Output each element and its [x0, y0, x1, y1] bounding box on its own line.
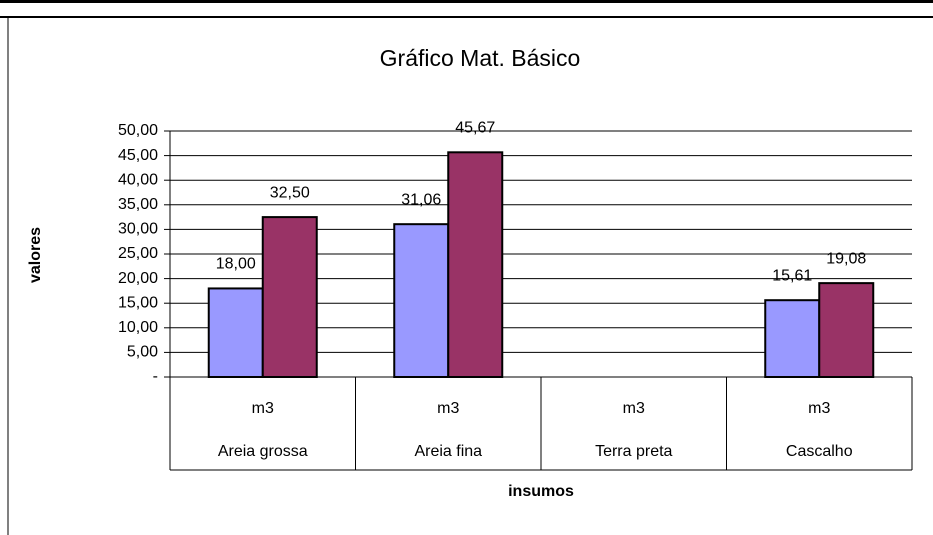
x-axis-title: insumos	[508, 483, 574, 500]
value-label: 15,61	[772, 267, 812, 284]
x-tick-unit: m3	[437, 400, 459, 417]
x-tick-label: Areia fina	[414, 443, 482, 460]
y-tick-label: 45,00	[118, 147, 158, 164]
value-label: 32,50	[270, 184, 310, 201]
bar	[764, 299, 821, 378]
top-edge	[0, 0, 933, 3]
y-tick-label: 30,00	[118, 221, 158, 238]
y-tick-label: 50,00	[118, 122, 158, 139]
y-tick-label: 10,00	[118, 319, 158, 336]
x-tick-label: Cascalho	[786, 443, 853, 460]
bar	[393, 223, 450, 378]
bar	[261, 216, 318, 378]
x-tick-unit: m3	[623, 400, 645, 417]
bar	[818, 282, 875, 378]
y-tick-label: 5,00	[127, 344, 158, 361]
y-tick-label: 35,00	[118, 196, 158, 213]
y-tick-label: 15,00	[118, 294, 158, 311]
y-tick-label: 25,00	[118, 245, 158, 262]
value-label: 18,00	[216, 256, 256, 273]
bar	[207, 287, 264, 378]
value-label: 19,08	[826, 250, 866, 267]
y-axis-title: valores	[27, 227, 44, 283]
y-tick-label: 20,00	[118, 270, 158, 287]
x-tick-unit: m3	[808, 400, 830, 417]
y-tick-label: -	[153, 368, 158, 385]
chart-title: Gráfico Mat. Básico	[380, 45, 581, 71]
x-tick-label: Areia grossa	[218, 443, 308, 460]
x-tick-label: Terra preta	[595, 443, 672, 460]
bar	[447, 151, 504, 378]
value-label: 45,67	[455, 120, 495, 137]
value-label: 31,06	[401, 191, 441, 208]
y-tick-label: 40,00	[118, 171, 158, 188]
x-tick-unit: m3	[252, 400, 274, 417]
